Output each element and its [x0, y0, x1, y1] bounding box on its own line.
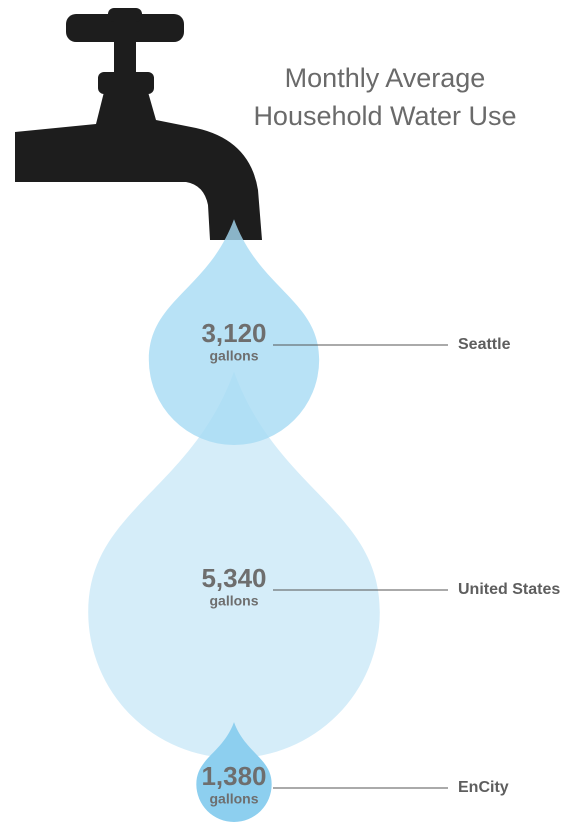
- water-drop: [88, 371, 380, 759]
- water-drop: [148, 219, 320, 445]
- faucet: [15, 8, 262, 240]
- value-label: 1,380: [201, 761, 266, 791]
- unit-label: gallons: [209, 791, 258, 807]
- unit-label: gallons: [209, 348, 258, 364]
- water-drop: [196, 722, 272, 822]
- title-line: Household Water Use: [253, 101, 516, 131]
- category-label: United States: [458, 581, 560, 598]
- unit-label: gallons: [209, 593, 258, 609]
- category-label: Seattle: [458, 336, 511, 353]
- value-label: 3,120: [201, 318, 266, 348]
- drops: [88, 219, 380, 822]
- value-label: 5,340: [201, 563, 266, 593]
- title-line: Monthly Average: [285, 63, 486, 93]
- category-label: EnCity: [458, 779, 509, 796]
